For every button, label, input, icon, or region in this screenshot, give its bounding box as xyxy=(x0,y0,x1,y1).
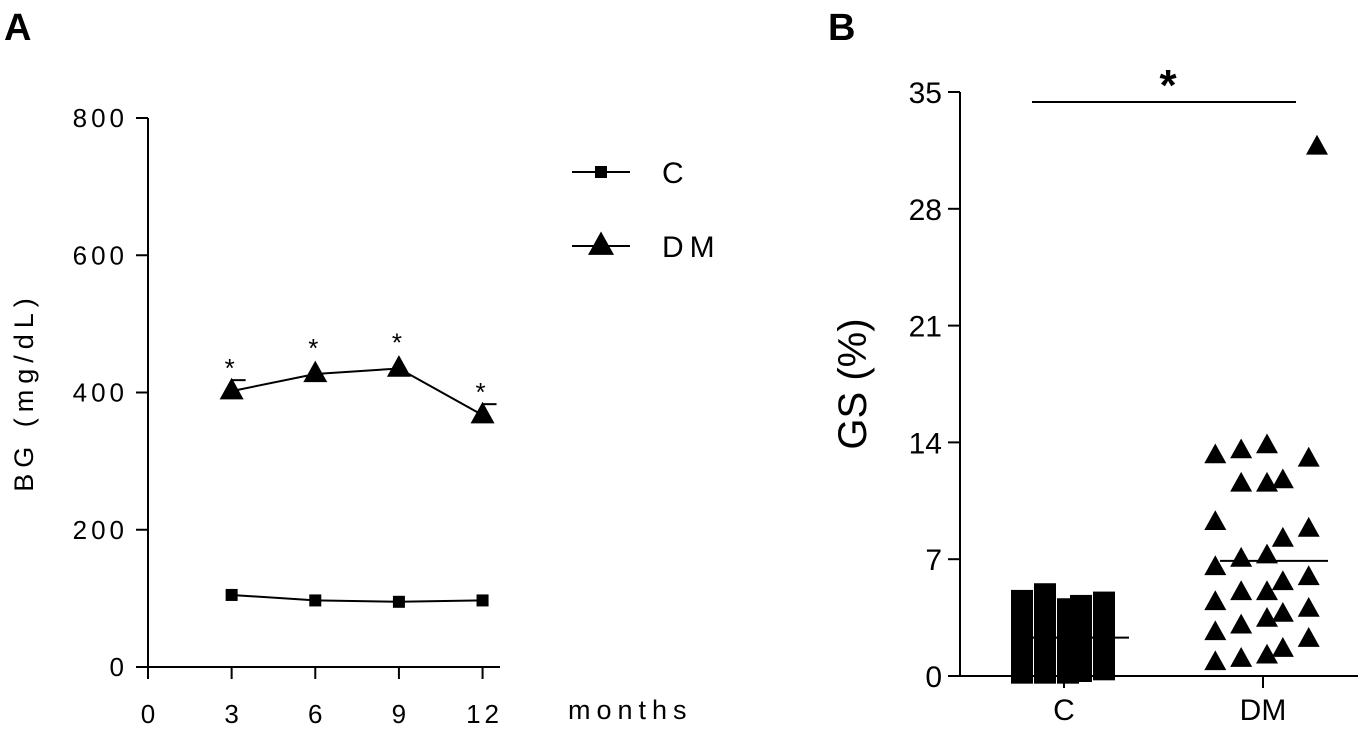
b-point-c xyxy=(1093,591,1115,614)
b-point-c xyxy=(1093,658,1115,681)
b-point-c xyxy=(1011,589,1033,612)
b-x-ticks: C DM xyxy=(1053,676,1286,727)
b-y-tick-label: 7 xyxy=(925,544,942,577)
a-y-tick-label: 800 xyxy=(73,103,128,133)
a-y-ticks: 0 200 400 600 800 xyxy=(73,103,148,682)
b-point-dm xyxy=(1297,596,1320,617)
a-significance-star: * xyxy=(308,333,318,363)
a-y-tick-label: 400 xyxy=(73,378,128,408)
b-point-dm xyxy=(1256,606,1278,627)
a-y-tick-label: 0 xyxy=(110,652,128,682)
a-x-tick-label: 12 xyxy=(466,699,503,729)
b-point-c xyxy=(1034,583,1056,606)
a-y-tick-label: 600 xyxy=(73,240,128,270)
b-point-c xyxy=(1070,594,1092,617)
b-y-axis-title: GS (%) xyxy=(831,318,875,449)
b-point-dm xyxy=(1256,471,1278,492)
b-point-dm xyxy=(1297,627,1320,647)
a-x-axis-title: months xyxy=(568,695,693,725)
b-point-dm xyxy=(1204,590,1227,611)
a-x-tick-label: 6 xyxy=(308,699,326,729)
a-x-tick-label: 0 xyxy=(141,699,159,729)
a-significance-star: * xyxy=(225,353,235,383)
b-point-dm xyxy=(1230,438,1253,459)
a-point-dm xyxy=(470,401,495,424)
b-point-dm xyxy=(1256,643,1278,664)
a-point-c xyxy=(309,594,322,607)
b-point-dm xyxy=(1271,570,1294,591)
b-point-c xyxy=(1093,623,1115,646)
b-point-dm xyxy=(1204,650,1227,671)
a-x-ticks: 0 3 6 9 12 xyxy=(141,667,503,729)
b-y-tick-label: 0 xyxy=(925,661,942,694)
panel-b-gs-scatter-chart: 0 7 14 21 28 35 C DM GS (%) * xyxy=(831,61,1358,727)
panel-a-blood-glucose-chart: 0 200 400 600 800 0 3 6 9 12 BG (mg/dL) months *… xyxy=(9,103,721,729)
b-point-c xyxy=(1070,628,1092,651)
b-x-tick-label: C xyxy=(1053,694,1075,727)
a-legend-marker-dm xyxy=(588,231,614,255)
a-significance-star: * xyxy=(475,377,485,407)
b-point-dm xyxy=(1306,134,1328,155)
b-y-ticks: 0 7 14 21 28 35 xyxy=(909,77,960,694)
b-point-dm xyxy=(1204,620,1227,641)
a-legend-label-dm: DM xyxy=(662,231,721,264)
b-point-dm xyxy=(1230,613,1253,634)
b-point-dm xyxy=(1204,555,1227,576)
a-point-dm xyxy=(303,360,328,383)
a-y-tick-label: 200 xyxy=(73,515,128,545)
a-point-dm xyxy=(386,355,411,377)
a-significance-star: * xyxy=(392,327,402,357)
b-point-dm xyxy=(1297,516,1320,537)
b-point-dm xyxy=(1297,565,1320,586)
b-point-dm xyxy=(1271,601,1294,622)
a-legend-label-c: C xyxy=(662,157,690,190)
b-point-dm xyxy=(1271,526,1294,547)
a-point-c xyxy=(476,594,489,607)
b-point-dm xyxy=(1271,468,1294,489)
a-point-dm xyxy=(219,377,244,400)
a-series-line-dm xyxy=(231,367,484,417)
a-point-c xyxy=(225,588,238,601)
b-significance-star: * xyxy=(1159,61,1177,110)
b-y-tick-label: 14 xyxy=(909,427,942,460)
b-point-dm xyxy=(1204,510,1227,531)
a-series: * * * * xyxy=(219,327,497,608)
a-y-axis-title: BG (mg/dL) xyxy=(9,292,39,492)
b-point-dm xyxy=(1230,546,1253,567)
b-point-c xyxy=(1034,599,1056,622)
b-y-tick-label: 35 xyxy=(909,77,942,110)
b-y-tick-label: 21 xyxy=(909,311,942,344)
b-point-dm xyxy=(1256,433,1278,454)
a-legend: C DM xyxy=(572,157,721,264)
a-x-tick-label: 3 xyxy=(224,699,242,729)
b-point-dm xyxy=(1230,471,1253,492)
a-x-tick-label: 9 xyxy=(392,699,410,729)
b-significance: * xyxy=(1032,61,1296,110)
b-point-dm xyxy=(1204,443,1227,464)
b-point-dm xyxy=(1271,637,1294,657)
panel-label-a: A xyxy=(4,7,31,49)
b-point-dm xyxy=(1230,580,1253,601)
a-point-c xyxy=(392,595,405,608)
b-point-c xyxy=(1011,634,1033,657)
b-point-dm xyxy=(1256,543,1278,564)
b-point-dm xyxy=(1297,446,1320,467)
b-y-tick-label: 28 xyxy=(909,194,942,227)
b-point-c xyxy=(1034,648,1056,671)
b-point-dm xyxy=(1230,647,1253,667)
b-point-dm xyxy=(1256,580,1278,601)
a-legend-marker-c xyxy=(595,166,607,178)
b-points xyxy=(1011,134,1328,684)
b-x-tick-label: DM xyxy=(1240,694,1287,727)
a-series-line-c xyxy=(231,593,483,603)
panel-label-b: B xyxy=(828,7,855,49)
